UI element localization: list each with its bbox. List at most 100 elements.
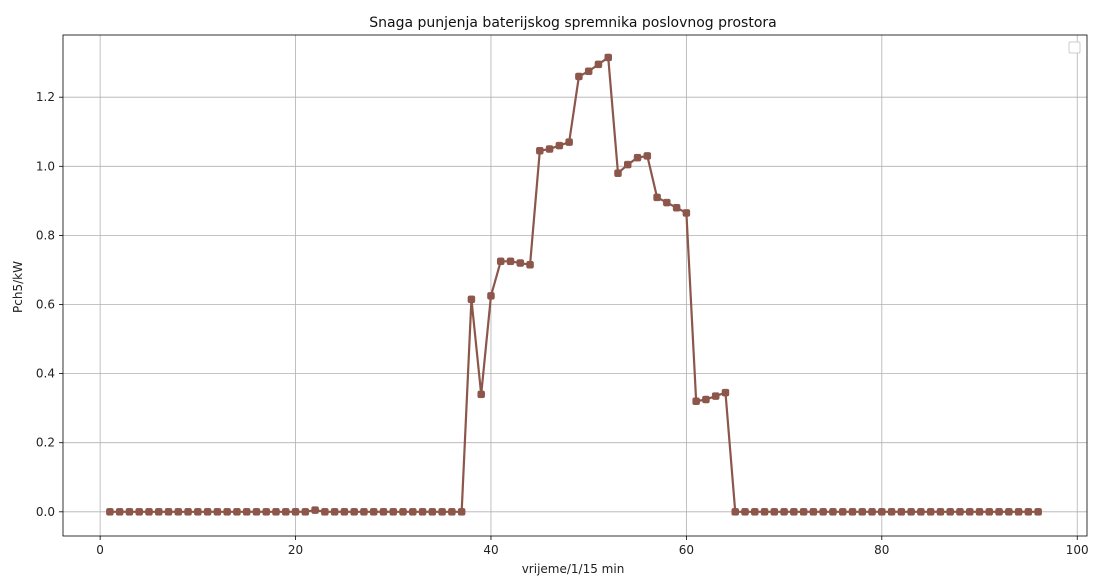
data-point	[194, 508, 202, 516]
data-point	[956, 508, 964, 516]
data-point	[213, 508, 222, 516]
x-tick-label: 20	[288, 543, 303, 557]
data-point	[917, 508, 925, 516]
data-point	[711, 392, 720, 400]
x-tick-label: 60	[679, 543, 694, 557]
data-point	[633, 153, 642, 162]
data-point	[311, 506, 319, 514]
data-point	[965, 508, 974, 516]
data-point	[369, 508, 378, 516]
y-tick-label: 0.6	[36, 298, 55, 312]
data-point	[594, 60, 603, 69]
data-point	[692, 397, 700, 405]
data-point	[760, 508, 769, 516]
series-line	[109, 56, 1039, 513]
data-point	[145, 508, 153, 516]
data-point	[360, 508, 368, 516]
data-point	[741, 508, 749, 516]
data-point	[282, 508, 290, 516]
data-point	[536, 146, 544, 155]
x-tick-label: 100	[1066, 543, 1089, 557]
x-tick-label: 80	[874, 543, 889, 557]
data-point	[272, 508, 280, 516]
x-tick-label: 0	[96, 543, 104, 557]
y-tick-label: 0.2	[36, 436, 55, 450]
data-point	[653, 193, 661, 202]
data-point	[291, 508, 300, 516]
data-point	[731, 508, 739, 516]
y-tick-label: 1.2	[36, 90, 55, 104]
data-point	[389, 508, 398, 516]
x-tick-label: 40	[483, 543, 498, 557]
tick-layer: 0 20 40 60 80 100 0.0 0.2 0.4 0.6 0.8 1.0 1.2	[36, 90, 1089, 557]
data-point	[526, 261, 534, 269]
data-point	[496, 257, 505, 266]
data-point	[301, 508, 310, 516]
data-point	[790, 508, 798, 516]
data-point	[721, 388, 730, 397]
data-point	[350, 508, 358, 516]
data-point	[614, 169, 622, 177]
data-point	[428, 508, 437, 516]
data-point	[624, 160, 632, 169]
data-point	[115, 508, 124, 516]
x-axis-label: vrijeme/1/15 min	[522, 562, 625, 576]
data-point	[155, 508, 163, 516]
data-point	[829, 508, 837, 516]
data-point	[1024, 508, 1033, 516]
data-point	[164, 508, 173, 516]
data-point	[252, 508, 261, 516]
data-point	[330, 508, 339, 516]
data-point	[457, 508, 466, 516]
y-tick-label: 1.0	[36, 159, 55, 173]
data-point	[516, 259, 525, 267]
data-point	[887, 508, 896, 516]
y-tick-label: 0.4	[36, 367, 55, 381]
series-layer	[106, 53, 1042, 516]
data-point	[1034, 508, 1042, 516]
data-point	[438, 508, 446, 516]
data-point	[174, 508, 183, 516]
data-point	[506, 257, 515, 266]
data-point	[467, 295, 476, 304]
data-point	[770, 508, 779, 516]
data-point	[809, 508, 818, 516]
data-point	[555, 141, 564, 150]
data-point	[936, 508, 945, 516]
data-point	[663, 198, 671, 207]
y-axis-label: Pch5/kW	[11, 261, 25, 313]
data-point	[584, 67, 593, 76]
data-point	[418, 508, 427, 516]
data-point	[780, 508, 788, 516]
data-point	[1014, 508, 1023, 516]
data-point	[985, 508, 994, 516]
y-tick-label: 0.8	[36, 228, 55, 242]
y-tick-label: 0.0	[36, 505, 55, 519]
data-point	[946, 508, 954, 516]
data-point	[672, 204, 681, 212]
data-point	[242, 508, 251, 516]
data-point	[399, 508, 407, 516]
data-point	[868, 508, 876, 516]
data-point	[545, 145, 554, 153]
data-point	[819, 508, 827, 516]
data-point	[379, 508, 388, 516]
data-point	[799, 508, 808, 516]
data-point	[848, 508, 857, 516]
data-point	[262, 508, 270, 516]
data-point	[565, 138, 573, 146]
data-point	[682, 209, 691, 217]
data-point	[203, 508, 212, 516]
data-point	[975, 508, 984, 516]
data-point	[702, 395, 710, 404]
data-point	[1005, 508, 1013, 516]
data-point	[604, 53, 612, 62]
data-point	[838, 508, 847, 516]
data-point	[995, 508, 1003, 516]
plot-frame	[62, 34, 1088, 537]
data-point	[233, 508, 241, 516]
data-point	[448, 508, 456, 516]
data-point	[184, 508, 192, 516]
